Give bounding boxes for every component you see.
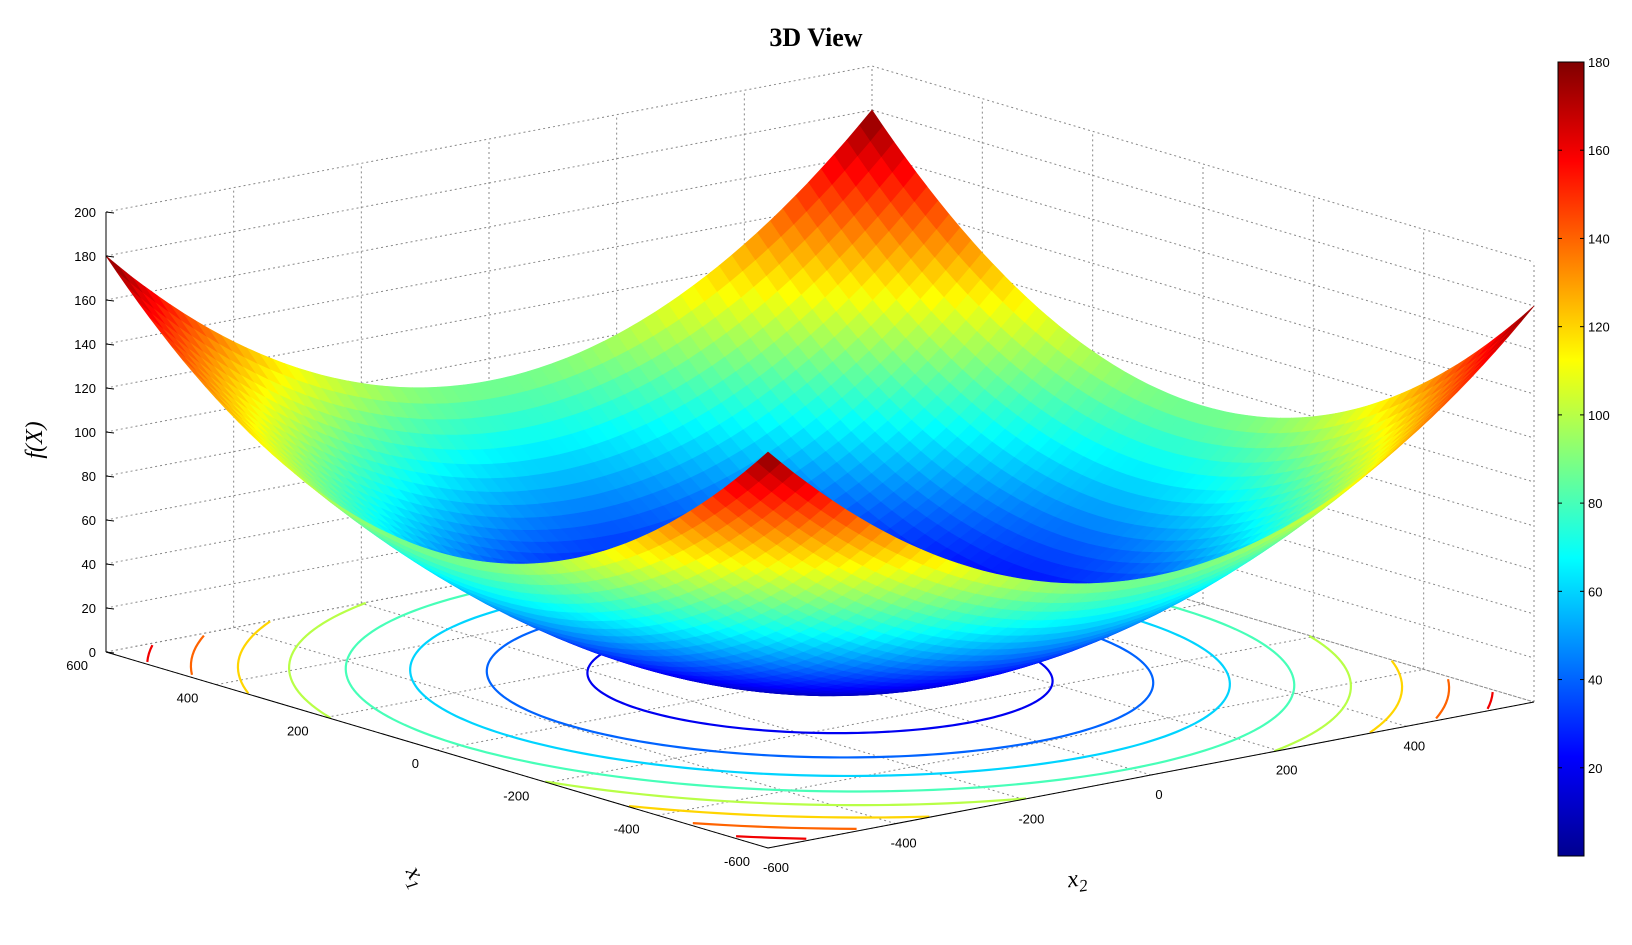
colorbar-tick-label: 80 [1588,496,1602,511]
colorbar-tick-label: 140 [1588,231,1610,246]
colorbar-tick-label: 160 [1588,143,1610,158]
grid-line [105,109,1535,307]
z-tick [105,563,115,566]
x2-tick-label: -200 [1018,811,1044,826]
z-tick-label: 0 [89,645,96,660]
tick-labels: 0 20 40 60 80 100 120 140 160 180 200 -600 -400 -200 0… [66,205,1425,875]
z-tick [105,431,115,434]
grid-line [105,505,1535,703]
x1-tick-label: 600 [66,658,88,673]
z-tick [105,387,115,390]
z-tick [105,299,115,302]
x1-tick-label: 200 [287,723,309,738]
svg-text:x2: x2 [1065,865,1090,898]
chart-title: 3D View [769,23,862,52]
contour-line [1486,691,1494,710]
z-tick-label: 120 [74,381,96,396]
x2-tick-label: 400 [1403,738,1425,753]
contour-line [628,804,930,819]
floor-axes [105,651,1535,849]
colorbar: 20 40 60 80 100 120 140 160 180 [1557,55,1610,857]
z-tick [105,519,115,522]
z-tick-label: 20 [82,601,96,616]
z-tick [105,651,115,654]
grid-line [105,197,1535,395]
z-tick-label: 140 [74,337,96,352]
surface-patch [1498,315,1524,341]
colorbar-gradient [1557,61,1585,857]
x2-axis-label: x2 [1065,865,1090,898]
z-tick-label: 60 [82,513,96,528]
contour-line [736,835,807,840]
z-tick-label: 80 [82,469,96,484]
colorbar-tick-label: 100 [1588,408,1610,423]
z-tick-label: 40 [82,557,96,572]
svg-text:x1: x1 [396,861,432,893]
colorbar-tick-label: 180 [1588,55,1610,70]
surface-patch [105,255,131,284]
x1-tick-label: -600 [724,854,750,869]
z-tick-label: 180 [74,249,96,264]
z-tick [105,475,115,478]
contour-line [236,620,271,694]
contour-line [1273,635,1353,753]
z-tick [105,255,115,258]
contour-line [1369,660,1404,734]
colorbar-tick-label: 60 [1588,584,1602,599]
contour-line [287,601,367,719]
contour-line [545,780,1027,807]
x1-tick-label: 0 [412,756,419,771]
x2-tick-label: 200 [1276,763,1298,778]
colorbar-tick-label: 120 [1588,320,1610,335]
surface-patch [756,451,782,473]
surface-plot [105,109,1535,697]
colorbar-tick-label: 40 [1588,673,1602,688]
z-tick-label: 200 [74,205,96,220]
z-tick [105,607,115,610]
z-tick [105,343,115,346]
contour-line [692,822,857,830]
grid-line [105,153,1535,351]
surface-patch [1509,305,1535,332]
z-tick-label: 100 [74,425,96,440]
z-tick [105,211,115,214]
x1-tick-label: 400 [177,691,199,706]
z-axis-label-text: f(X) [22,421,48,458]
z-axis-label: f(X) [22,421,48,458]
grid-line [105,461,1535,659]
x1-axis-label: x1 [396,861,432,893]
grid-line [105,241,1535,439]
colorbar-ticks: 20 40 60 80 100 120 140 160 180 [1558,55,1610,776]
grid-line [105,417,1535,615]
contour-line [1435,678,1451,720]
grid-line [361,602,1024,800]
grid-line [105,65,1535,263]
x2-tick-label: -400 [891,836,917,851]
contour-line [189,634,205,676]
x2-tick-label: 0 [1155,787,1162,802]
x1-tick-label: -400 [614,821,640,836]
x1-tick-label: -200 [503,789,529,804]
contour-line [146,644,154,663]
x2-tick-label: -600 [763,860,789,875]
z-tick-label: 160 [74,293,96,308]
colorbar-tick-label: 20 [1588,761,1602,776]
